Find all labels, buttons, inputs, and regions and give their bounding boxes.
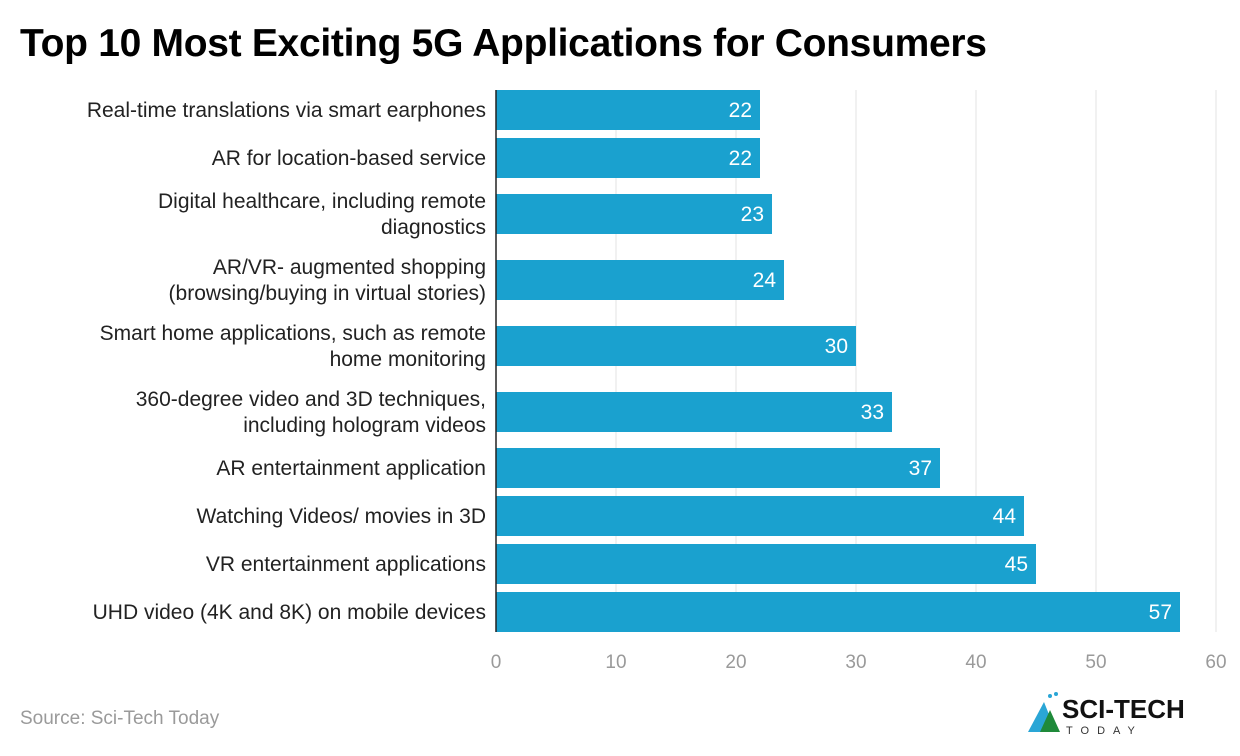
category-label: AR/VR- augmented shopping (213, 256, 486, 279)
data-label: 33 (861, 401, 884, 424)
category-label: 360-degree video and 3D techniques, (136, 388, 486, 411)
x-tick-label: 0 (491, 652, 502, 673)
x-tick-label: 40 (965, 652, 986, 673)
bar (496, 448, 940, 488)
category-label: VR entertainment applications (206, 553, 486, 576)
bar-chart: 0 10 20 30 40 50 60 22 Real-time translations vi… (87, 90, 1227, 673)
bar (496, 260, 784, 300)
data-label: 57 (1149, 601, 1172, 624)
data-label: 45 (1005, 553, 1028, 576)
data-label: 44 (993, 505, 1017, 528)
category-label: (browsing/buying in virtual stories) (169, 282, 486, 305)
bar (496, 592, 1180, 632)
x-tick-label: 60 (1205, 652, 1226, 673)
data-label: 37 (909, 457, 932, 480)
x-tick-label: 10 (605, 652, 626, 673)
bar (496, 544, 1036, 584)
category-label: AR entertainment application (216, 457, 486, 480)
category-label: Digital healthcare, including remote (158, 190, 486, 213)
x-tick-label: 20 (725, 652, 746, 673)
category-label: UHD video (4K and 8K) on mobile devices (93, 601, 486, 624)
category-label: home monitoring (330, 348, 486, 371)
category-label: diagnostics (381, 216, 486, 239)
data-label: 24 (753, 269, 777, 292)
data-label: 30 (825, 335, 848, 358)
svg-text:SCI-TECH: SCI-TECH (1062, 694, 1185, 724)
svg-text:TODAY: TODAY (1066, 725, 1143, 736)
category-label: including hologram videos (243, 414, 486, 437)
bar (496, 194, 772, 234)
bar (496, 496, 1024, 536)
category-label: Smart home applications, such as remote (100, 322, 486, 345)
x-tick-label: 30 (845, 652, 866, 673)
bar (496, 392, 892, 432)
sci-tech-today-logo: SCI-TECH TODAY (1028, 692, 1185, 736)
bar (496, 90, 760, 130)
bar (496, 326, 856, 366)
bar (496, 138, 760, 178)
category-label: Real-time translations via smart earphon… (87, 99, 486, 122)
x-tick-label: 50 (1085, 652, 1106, 673)
source-note: Source: Sci-Tech Today (20, 708, 220, 729)
data-label: 22 (729, 147, 752, 170)
category-label: Watching Videos/ movies in 3D (197, 505, 486, 528)
category-label: AR for location-based service (212, 147, 486, 170)
data-label: 23 (741, 203, 764, 226)
data-label: 22 (729, 99, 752, 122)
chart-title: Top 10 Most Exciting 5G Applications for… (20, 22, 987, 65)
